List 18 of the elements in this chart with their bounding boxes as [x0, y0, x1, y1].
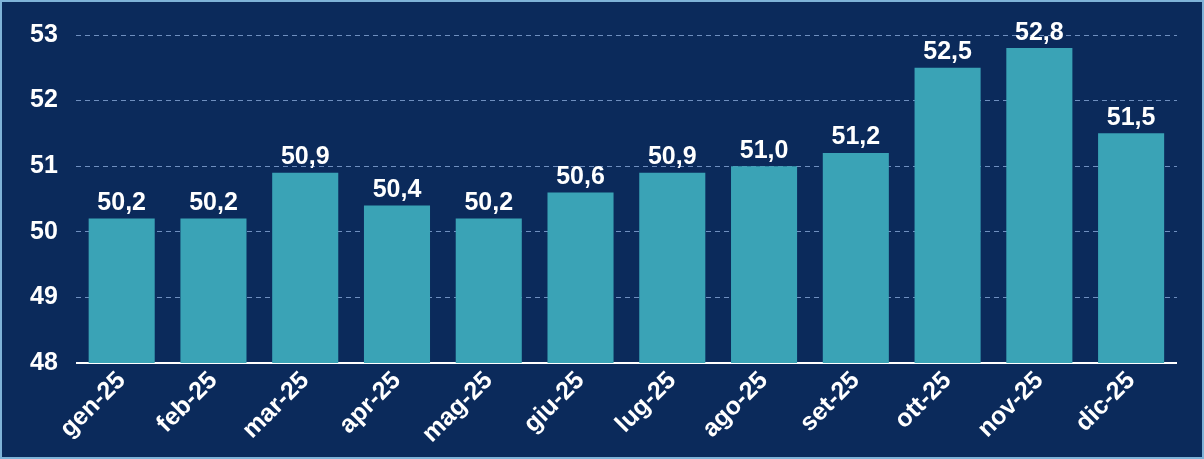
data-label: 50,2	[97, 187, 147, 216]
data-label: 51,5	[1106, 101, 1156, 130]
data-label: 50,2	[464, 187, 514, 216]
data-label: 51,2	[831, 121, 881, 150]
data-label: 50,9	[280, 141, 330, 170]
data-label: 50,6	[556, 160, 605, 189]
data-label: 50,4	[372, 173, 422, 202]
y-tick-label: 51	[30, 150, 58, 179]
data-label: 52,8	[1015, 16, 1064, 45]
y-tick-label: 50	[30, 215, 58, 244]
data-label: 50,2	[189, 187, 238, 216]
y-tick-label: 52	[30, 84, 58, 113]
data-label: 51,0	[739, 134, 789, 163]
y-tick-label: 48	[30, 346, 58, 375]
y-tick-label: 49	[30, 281, 58, 310]
data-label: 52,5	[923, 36, 972, 65]
data-label: 50,9	[647, 141, 697, 170]
y-tick-label: 53	[30, 18, 58, 47]
